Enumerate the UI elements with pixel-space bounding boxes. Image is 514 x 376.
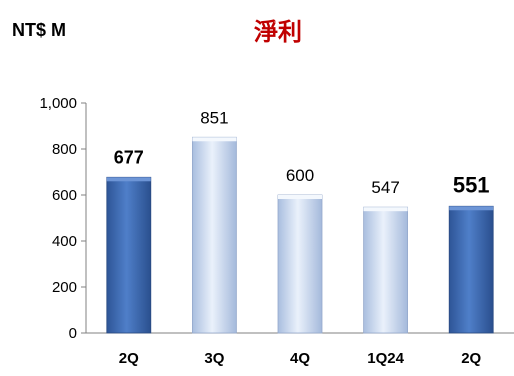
bar-body bbox=[277, 194, 323, 334]
y-tick-label: 0 bbox=[69, 325, 77, 342]
bar-body bbox=[448, 205, 494, 334]
data-label: 851 bbox=[200, 108, 228, 127]
bar bbox=[191, 136, 237, 334]
x-tick-label: 2Q bbox=[461, 350, 481, 367]
chart-title: 淨利 bbox=[254, 17, 302, 46]
bars bbox=[106, 136, 494, 334]
bar-top-bevel bbox=[278, 195, 322, 199]
y-tick-label: 800 bbox=[52, 141, 77, 158]
bar-top-bevel bbox=[106, 177, 151, 182]
x-axis: 2Q 3Q 4Q 1Q24 2Q bbox=[86, 332, 514, 367]
bar-top-bevel bbox=[363, 207, 408, 212]
y-tick-label: 400 bbox=[52, 233, 77, 250]
data-label: 551 bbox=[453, 172, 490, 197]
y-axis: 0 200 400 600 800 1,000 bbox=[39, 95, 87, 342]
x-tick-label: 2Q bbox=[119, 350, 139, 367]
bar bbox=[363, 206, 409, 334]
data-label: 547 bbox=[371, 178, 399, 197]
unit-label: NT$ M bbox=[12, 20, 66, 40]
x-tick-label: 4Q bbox=[290, 350, 310, 367]
data-label: 600 bbox=[286, 166, 314, 185]
bar-body bbox=[363, 206, 409, 334]
y-tick-label: 1,000 bbox=[39, 95, 77, 112]
bar bbox=[277, 194, 323, 334]
bar-top-bevel bbox=[449, 206, 494, 211]
x-tick-label: 1Q24 bbox=[367, 350, 404, 367]
bar bbox=[448, 205, 494, 334]
x-tick-label: 3Q bbox=[204, 350, 224, 367]
data-label: 677 bbox=[114, 147, 144, 167]
y-tick-label: 200 bbox=[52, 279, 77, 296]
y-tick-label: 600 bbox=[52, 187, 77, 204]
bar-body bbox=[191, 136, 237, 334]
bar-body bbox=[106, 176, 152, 334]
bar-top-bevel bbox=[192, 137, 237, 142]
bar bbox=[106, 176, 152, 334]
data-labels: 677 851 600 547 551 bbox=[114, 108, 490, 197]
